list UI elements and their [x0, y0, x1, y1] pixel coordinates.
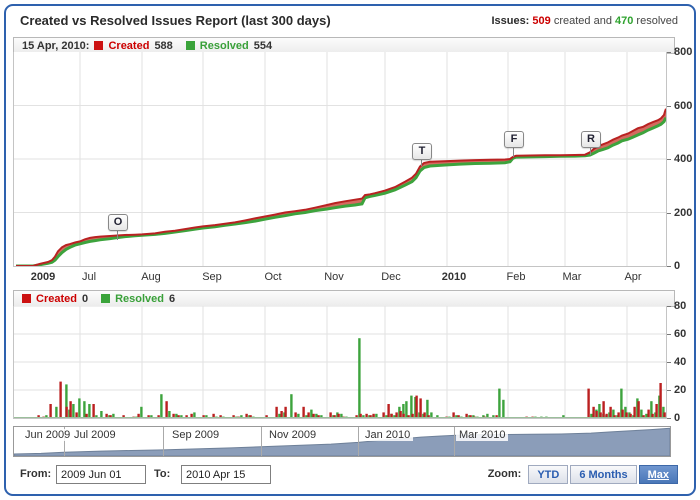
navigator-divider [261, 427, 262, 456]
main-y-tick-mark [667, 266, 671, 267]
main-y-tick-label: 600 [674, 100, 693, 112]
zoom-label: Zoom: [487, 468, 522, 480]
daily-y-tick-label: 80 [674, 300, 687, 312]
to-date-input[interactable] [181, 465, 271, 484]
issues-summary: Issues: 509 created and 470 resolved [491, 15, 678, 27]
navigator-month-label: Jun 2009 [22, 429, 74, 441]
daily-y-tick-label: 40 [674, 356, 687, 368]
flag-marker-O[interactable]: O [108, 214, 128, 231]
main-x-tick-label: 2009 [30, 271, 56, 283]
zoom-button-ytd[interactable]: YTD [528, 465, 569, 484]
daily-y-tick-mark [667, 362, 671, 363]
main-x-tick-label: Oct [264, 271, 282, 283]
cumulative-chart-plot[interactable] [13, 52, 668, 268]
navigator-divider [163, 427, 164, 456]
daily-created-swatch-icon [22, 294, 31, 303]
issues-label: Issues: [491, 15, 530, 27]
flag-stem-O [117, 230, 118, 240]
main-x-tick-label: Nov [324, 271, 344, 283]
main-y-tick-mark [667, 159, 671, 160]
cumulative-chart-svg [14, 52, 668, 268]
daily-y-tick-label: 20 [674, 384, 687, 396]
main-x-tick-label: Dec [381, 271, 401, 283]
daily-chart-svg [14, 305, 669, 418]
daily-y-tick-label: 60 [674, 328, 687, 340]
main-x-tick-label: Jul [81, 271, 97, 283]
chart-navigator[interactable]: Jun 2009 Jul 2009 Sep 2009 Nov 2009 Jan 2010… [13, 426, 671, 457]
daily-y-tick-label: 0 [674, 412, 681, 424]
navigator-month-label: Nov 2009 [266, 429, 320, 441]
resolved-legend-label: Resolved [199, 39, 249, 52]
zoom-button-6-months[interactable]: 6 Months [570, 465, 637, 484]
daily-created-label: Created [36, 292, 77, 305]
created-legend-value: 588 [154, 39, 173, 52]
main-x-tick-label: Mar [562, 271, 582, 283]
main-x-tick-label: Sep [202, 271, 222, 283]
issues-resolved-count: 470 [615, 15, 634, 27]
daily-y-tick-mark [667, 390, 671, 391]
resolved-legend-value: 554 [253, 39, 273, 52]
navigator-divider [454, 427, 455, 456]
issues-created-count: 509 [532, 15, 551, 27]
daily-y-tick-mark [667, 418, 671, 419]
main-x-tick-label: 2010 [441, 271, 467, 283]
page-title: Created vs Resolved Issues Report (last … [20, 13, 331, 28]
daily-created-value: 0 [81, 292, 89, 305]
navigator-divider [358, 427, 359, 456]
daily-y-tick-mark [667, 334, 671, 335]
zoom-button-group: Zoom: YTD 6 Months Max [488, 465, 678, 484]
daily-resolved-label: Resolved [115, 292, 165, 305]
zoom-button-max[interactable]: Max [638, 465, 678, 484]
tooltip-date: 15 Apr, 2010: [22, 39, 90, 52]
navigator-month-label: Jan 2010 [362, 429, 414, 441]
navigator-divider [64, 427, 65, 456]
daily-chart-plot[interactable] [13, 305, 669, 419]
issues-created-suffix: created and [550, 15, 615, 27]
flag-stem-T [421, 159, 422, 166]
main-x-tick-label: Apr [624, 271, 642, 283]
issues-resolved-suffix: resolved [633, 15, 678, 27]
flag-stem-F [513, 147, 514, 157]
daily-y-tick-mark [667, 306, 671, 307]
navigator-month-label: Sep 2009 [169, 429, 223, 441]
flag-marker-T[interactable]: T [412, 143, 432, 160]
main-x-tick-label: Feb [506, 271, 526, 283]
main-x-tick-label: Aug [141, 271, 161, 283]
main-y-tick-mark [667, 106, 671, 107]
main-y-tick-label: 400 [674, 153, 693, 165]
main-y-tick-mark [667, 52, 671, 53]
daily-chart-legend: Created 0 Resolved 6 [13, 290, 675, 307]
created-legend-label: Created [108, 39, 150, 52]
resolved-swatch-icon [185, 41, 195, 50]
from-label: From: [20, 468, 52, 480]
navigator-month-label: Jul 2009 [71, 429, 119, 441]
main-y-tick-label: 0 [674, 260, 681, 272]
main-y-tick-label: 200 [674, 207, 693, 219]
main-y-tick-mark [667, 213, 671, 214]
flag-marker-R[interactable]: R [581, 131, 601, 148]
daily-resolved-swatch-icon [101, 294, 111, 303]
created-vs-resolved-report-widget: Created vs Resolved Issues Report (last … [4, 4, 696, 496]
from-date-input[interactable] [56, 465, 146, 484]
navigator-month-label: Mar 2010 [456, 429, 509, 441]
main-y-tick-label: 800 [674, 46, 693, 58]
daily-resolved-value: 6 [169, 292, 176, 305]
created-swatch-icon [94, 41, 104, 50]
flag-marker-F[interactable]: F [504, 131, 524, 148]
to-label: To: [154, 468, 171, 480]
flag-stem-R [590, 147, 591, 155]
